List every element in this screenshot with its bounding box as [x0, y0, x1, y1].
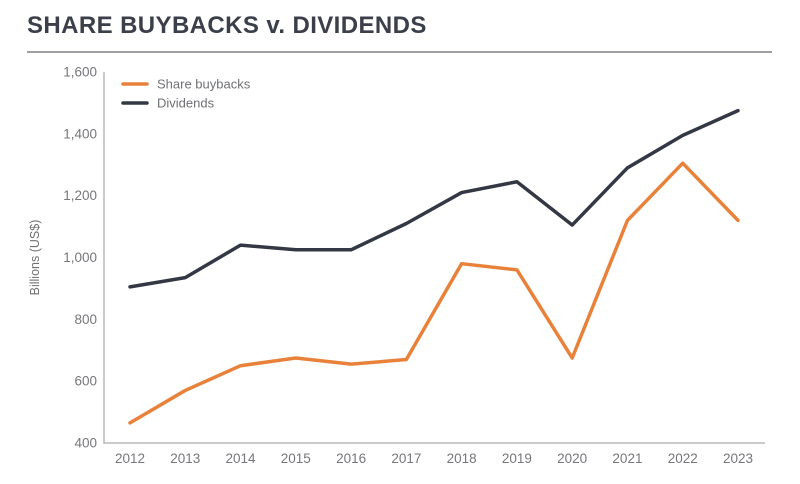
x-tick-label: 2019 — [502, 451, 532, 466]
legend-label: Dividends — [157, 96, 215, 111]
x-tick-label: 2014 — [226, 451, 257, 466]
x-tick-label: 2017 — [391, 451, 421, 466]
x-tick-label: 2021 — [612, 451, 642, 466]
y-tick-label: 400 — [74, 436, 97, 451]
title-divider — [27, 51, 772, 53]
y-tick-label: 1,600 — [63, 65, 97, 80]
legend-label: Share buybacks — [157, 77, 251, 92]
series-line-dividends — [128, 108, 740, 289]
y-tick-label: 600 — [74, 374, 97, 389]
y-axis-title: Billions (US$) — [28, 220, 42, 296]
y-tick-label: 1,000 — [63, 250, 97, 265]
page-title: SHARE BUYBACKS v. DIVIDENDS — [27, 12, 427, 39]
series-line-share-buybacks — [128, 161, 740, 425]
y-tick-label: 800 — [74, 312, 97, 327]
x-tick-label: 2018 — [447, 451, 477, 466]
x-tick-label: 2020 — [557, 451, 587, 466]
axis-lines — [103, 72, 765, 444]
x-tick-label: 2012 — [115, 451, 145, 466]
x-tick-label: 2016 — [336, 451, 366, 466]
x-tick-label: 2015 — [281, 451, 311, 466]
x-tick-label: 2022 — [668, 451, 698, 466]
y-tick-label: 1,400 — [63, 126, 97, 141]
x-tick-label: 2023 — [723, 451, 753, 466]
y-tick-label: 1,200 — [63, 188, 97, 203]
x-tick-label: 2013 — [170, 451, 200, 466]
